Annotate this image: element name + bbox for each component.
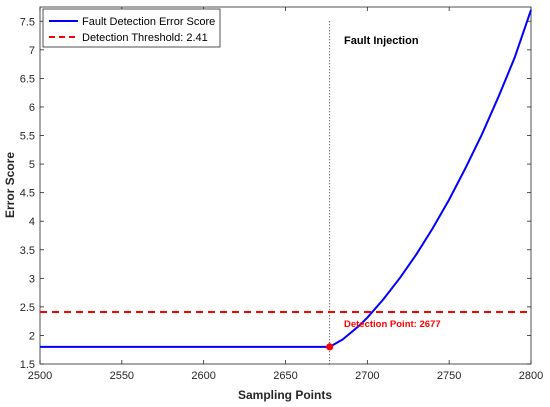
- y-tick-label: 2: [29, 330, 35, 342]
- y-axis: 1.5 2 2.5 3 3.5 4 4.5 5 5.5 6 6.5 7 7.5: [20, 16, 531, 371]
- x-tick-label: 2750: [437, 370, 461, 382]
- y-tick-label: 7.5: [20, 16, 35, 28]
- legend-box: [42, 8, 221, 48]
- x-tick-label: 2550: [110, 370, 134, 382]
- chart-marks: [40, 9, 532, 364]
- detection-point-label: Detection Point: 2677: [344, 319, 441, 330]
- x-tick-label: 2500: [28, 370, 52, 382]
- y-tick-label: 4.5: [20, 188, 35, 200]
- y-tick-label: 6: [29, 102, 35, 114]
- y-tick-label: 4: [29, 216, 35, 228]
- y-tick-label: 6.5: [20, 73, 35, 85]
- legend-label-error-score: Fault Detection Error Score: [82, 16, 215, 28]
- x-tick-label: 2800: [519, 370, 543, 382]
- y-tick-label: 3: [29, 273, 35, 285]
- y-tick-label: 1.5: [20, 359, 35, 371]
- y-tick-label: 2.5: [20, 302, 35, 314]
- detection-point-marker: [326, 343, 334, 351]
- y-axis-title: Error Score: [3, 152, 17, 218]
- x-tick-label: 2700: [355, 370, 379, 382]
- fault-injection-label: Fault Injection: [344, 35, 419, 47]
- x-tick-label: 2650: [273, 370, 297, 382]
- y-tick-label: 5.5: [20, 131, 35, 143]
- error-score-line: [40, 9, 532, 348]
- x-tick-label: 2600: [191, 370, 215, 382]
- plot-area: [39, 6, 532, 365]
- x-axis: 2500 2550 2600 2650 2700 2750 2800: [28, 7, 543, 382]
- legend: Fault Detection Error Score Detection Th…: [42, 8, 221, 48]
- x-axis-title: Sampling Points: [238, 388, 332, 402]
- legend-label-threshold: Detection Threshold: 2.41: [82, 32, 208, 44]
- y-tick-label: 5: [29, 159, 35, 171]
- y-tick-label: 3.5: [20, 245, 35, 257]
- y-tick-label: 7: [29, 45, 35, 57]
